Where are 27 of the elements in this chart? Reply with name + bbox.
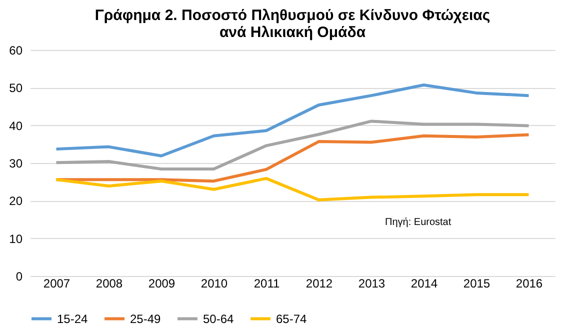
annotation: Πηγή: Eurostat — [385, 217, 452, 228]
x-tick-label: 2007 — [43, 276, 70, 290]
x-tick-label: 2013 — [358, 276, 386, 290]
legend-label: 25-49 — [130, 312, 162, 326]
legend-label: 50-64 — [203, 312, 234, 326]
y-tick-label: 20 — [9, 194, 23, 208]
x-tick-label: 2015 — [463, 276, 490, 290]
y-tick-label: 50 — [9, 81, 23, 96]
y-tick-label: 60 — [9, 44, 23, 58]
text: ανά Ηλικιακή Ομάδα — [219, 24, 366, 41]
text: Γράφημα 2. Ποσοστό Πληθυσμού σε Κίνδυνο Φτώχειας — [94, 7, 490, 24]
x-tick-label: 2010 — [200, 276, 228, 290]
x-tick-label: 2011 — [254, 276, 280, 290]
x-tick-label: 2009 — [148, 276, 176, 290]
line-series — [54, 84, 530, 158]
x-tick-label: 2014 — [410, 276, 438, 290]
line-series — [54, 120, 530, 171]
x-tick-label: 2016 — [516, 276, 543, 290]
y-tick-label: 10 — [9, 232, 23, 246]
y-tick-label: 40 — [9, 118, 23, 133]
y-tick-label: 30 — [9, 156, 23, 170]
legend-label: 15-24 — [57, 312, 88, 326]
line-series — [54, 176, 530, 202]
y-tick-label: 0 — [16, 270, 23, 284]
x-tick-label: 2008 — [96, 276, 123, 290]
x-tick-label: 2012 — [306, 276, 333, 290]
legend-label: 65-74 — [276, 312, 308, 326]
